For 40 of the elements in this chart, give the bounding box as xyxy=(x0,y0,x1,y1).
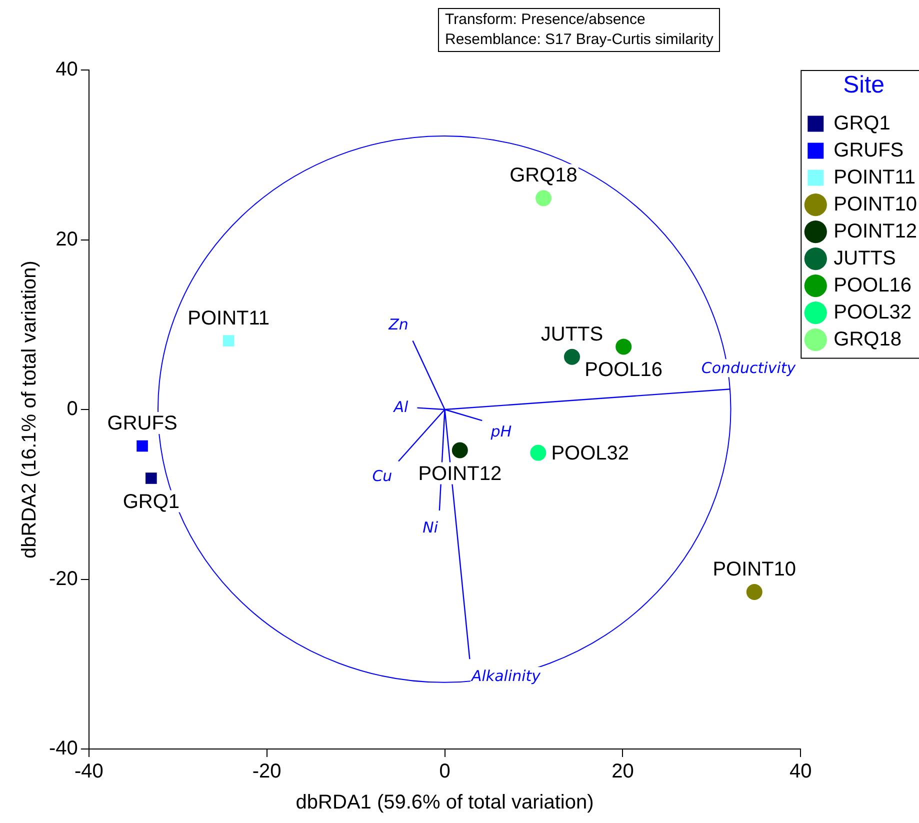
legend-label: JUTTS xyxy=(834,247,896,270)
text: POINT11 xyxy=(188,307,270,330)
legend-label: POINT12 xyxy=(834,220,917,242)
series-label: Alkalinity xyxy=(470,666,542,685)
legend-label: POOL16 xyxy=(834,274,912,296)
series-label: Ni xyxy=(422,518,439,536)
x-tick-label: 40 xyxy=(790,760,812,783)
legend-title: Site xyxy=(843,72,884,99)
y-tick-label: -20 xyxy=(49,568,78,590)
y-tick-label: 40 xyxy=(56,58,78,81)
text: JUTTS xyxy=(540,323,604,346)
legend-label: GRQ18 xyxy=(834,328,902,350)
text: POOL32 xyxy=(551,442,630,464)
x-tick-label: -20 xyxy=(252,760,282,783)
legend-label: POINT11 xyxy=(834,166,916,188)
series-label: pH xyxy=(490,422,512,441)
y-tick-label: -40 xyxy=(49,738,78,760)
x-tick-label: 20 xyxy=(612,760,634,783)
text: GRQ1 xyxy=(122,490,180,513)
text: POOL16 xyxy=(584,359,663,382)
series-label: Zn xyxy=(388,315,408,334)
x-tick-label: 0 xyxy=(439,760,450,783)
text: Transform: Presence/absence xyxy=(445,10,646,30)
text: POINT12 xyxy=(418,462,502,485)
series-label: Al xyxy=(392,398,410,416)
text: GRQ18 xyxy=(510,164,578,187)
y-tick-label: 0 xyxy=(66,398,78,420)
x-axis-title: dbRDA1 (59.6% of total variation) xyxy=(296,792,594,814)
text: POINT10 xyxy=(712,558,796,580)
legend-label: GRQ1 xyxy=(834,112,890,134)
text: Resemblance: S17 Bray-Curtis similarity xyxy=(445,30,714,50)
legend-label: POINT10 xyxy=(834,193,917,216)
y-axis-title: dbRDA2 (16.1% of total variation) xyxy=(18,260,41,558)
text: GRUFS xyxy=(107,412,178,435)
x-tick-label: -40 xyxy=(74,760,104,783)
legend-label: GRUFS xyxy=(834,139,904,162)
y-tick-label: 20 xyxy=(56,228,78,250)
legend-label: POOL32 xyxy=(834,301,912,324)
series-label: Cu xyxy=(372,467,392,486)
series-label: Conductivity xyxy=(701,359,797,378)
